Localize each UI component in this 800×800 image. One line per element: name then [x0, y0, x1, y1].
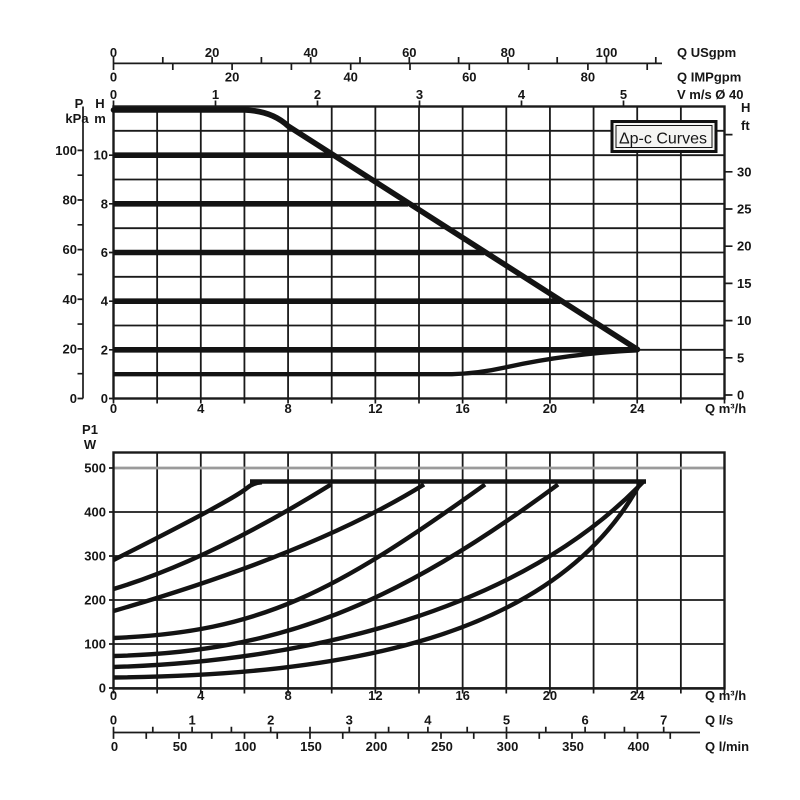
svg-text:ft: ft	[741, 118, 750, 133]
svg-text:6: 6	[101, 245, 108, 260]
svg-text:m: m	[94, 111, 106, 126]
svg-text:40: 40	[343, 70, 357, 85]
svg-text:60: 60	[63, 242, 77, 257]
svg-text:10: 10	[94, 148, 108, 163]
svg-text:0: 0	[101, 391, 108, 406]
svg-text:400: 400	[84, 505, 106, 520]
svg-text:V m/s Ø 40: V m/s Ø 40	[677, 87, 743, 102]
svg-text:60: 60	[402, 45, 416, 60]
svg-text:40: 40	[63, 292, 77, 307]
svg-text:0: 0	[737, 388, 744, 403]
svg-text:16: 16	[455, 688, 469, 703]
svg-text:kPa: kPa	[65, 111, 89, 126]
svg-text:15: 15	[737, 276, 751, 291]
svg-text:4: 4	[197, 688, 205, 703]
svg-text:W: W	[84, 437, 97, 452]
svg-text:150: 150	[300, 739, 322, 754]
svg-text:Q IMPgpm: Q IMPgpm	[677, 70, 741, 85]
svg-text:0: 0	[110, 45, 117, 60]
svg-text:4: 4	[424, 713, 432, 728]
svg-text:Q l/s: Q l/s	[705, 713, 733, 728]
svg-text:200: 200	[84, 593, 106, 608]
svg-text:80: 80	[63, 193, 77, 208]
svg-text:60: 60	[462, 70, 476, 85]
svg-text:20: 20	[737, 239, 751, 254]
svg-text:0: 0	[70, 391, 77, 406]
svg-text:350: 350	[562, 739, 584, 754]
svg-text:Q m³/h: Q m³/h	[705, 401, 746, 416]
svg-text:300: 300	[84, 549, 106, 564]
svg-text:0: 0	[110, 713, 117, 728]
svg-text:20: 20	[543, 401, 557, 416]
svg-text:1: 1	[212, 87, 219, 102]
svg-text:20: 20	[543, 688, 557, 703]
svg-text:100: 100	[235, 739, 257, 754]
svg-text:20: 20	[205, 45, 219, 60]
svg-text:100: 100	[84, 637, 106, 652]
svg-text:300: 300	[497, 739, 519, 754]
svg-text:500: 500	[84, 461, 106, 476]
svg-text:4: 4	[197, 401, 205, 416]
svg-text:24: 24	[630, 401, 645, 416]
svg-text:20: 20	[63, 341, 77, 356]
svg-text:4: 4	[518, 87, 526, 102]
svg-text:10: 10	[737, 313, 751, 328]
svg-text:0: 0	[111, 739, 118, 754]
svg-text:Q l/min: Q l/min	[705, 739, 749, 754]
svg-text:H: H	[741, 100, 750, 115]
svg-text:100: 100	[596, 45, 618, 60]
svg-text:6: 6	[581, 713, 588, 728]
svg-text:1: 1	[188, 713, 195, 728]
svg-text:Q USgpm: Q USgpm	[677, 45, 736, 60]
svg-text:0: 0	[99, 681, 106, 696]
svg-text:5: 5	[620, 87, 627, 102]
svg-text:12: 12	[368, 688, 382, 703]
svg-text:200: 200	[366, 739, 388, 754]
svg-text:8: 8	[101, 196, 108, 211]
svg-text:5: 5	[503, 713, 510, 728]
svg-text:25: 25	[737, 202, 751, 217]
svg-text:5: 5	[737, 350, 744, 365]
svg-text:0: 0	[110, 87, 117, 102]
svg-text:0: 0	[110, 688, 117, 703]
svg-text:8: 8	[284, 401, 291, 416]
svg-text:400: 400	[628, 739, 650, 754]
svg-text:100: 100	[55, 143, 77, 158]
svg-text:80: 80	[581, 70, 595, 85]
svg-text:4: 4	[101, 294, 109, 309]
svg-text:250: 250	[431, 739, 453, 754]
svg-text:H: H	[95, 96, 104, 111]
svg-text:8: 8	[284, 688, 291, 703]
svg-text:50: 50	[173, 739, 187, 754]
svg-text:12: 12	[368, 401, 382, 416]
svg-text:2: 2	[314, 87, 321, 102]
svg-text:16: 16	[455, 401, 469, 416]
svg-text:40: 40	[303, 45, 317, 60]
svg-text:P1: P1	[82, 422, 98, 437]
svg-text:Q m³/h: Q m³/h	[705, 688, 746, 703]
svg-text:2: 2	[267, 713, 274, 728]
svg-text:0: 0	[110, 70, 117, 85]
svg-text:0: 0	[110, 401, 117, 416]
svg-text:3: 3	[416, 87, 423, 102]
svg-text:2: 2	[101, 342, 108, 357]
svg-text:3: 3	[346, 713, 353, 728]
svg-text:P: P	[75, 96, 84, 111]
svg-text:80: 80	[501, 45, 515, 60]
svg-text:24: 24	[630, 688, 645, 703]
svg-text:Δp-c Curves: Δp-c Curves	[619, 131, 707, 148]
svg-text:20: 20	[225, 70, 239, 85]
svg-text:30: 30	[737, 164, 751, 179]
svg-text:7: 7	[660, 713, 667, 728]
